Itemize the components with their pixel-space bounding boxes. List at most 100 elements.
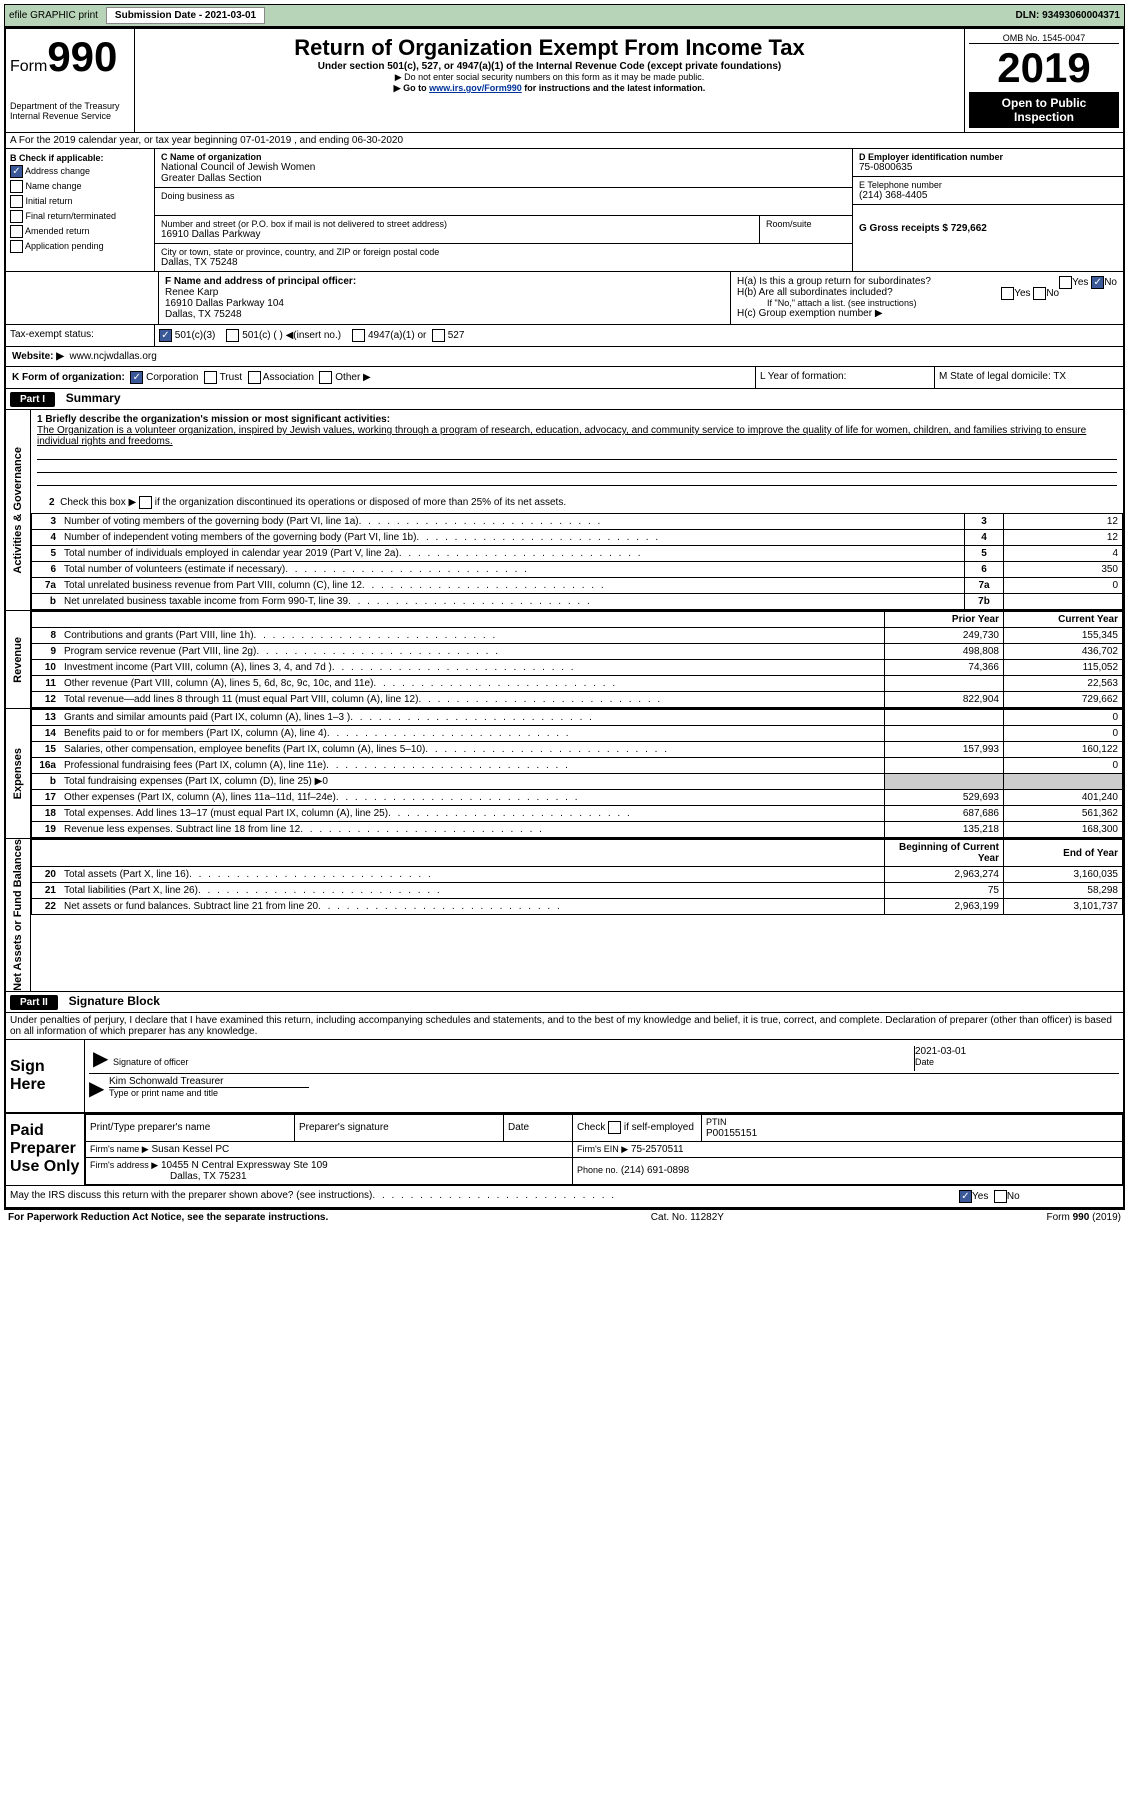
tax-year: 2019 xyxy=(969,44,1119,92)
cb-initial[interactable]: Initial return xyxy=(10,195,150,208)
submission-button[interactable]: Submission Date - 2021-03-01 xyxy=(106,7,265,24)
desc: Other revenue (Part VIII, column (A), li… xyxy=(64,678,373,689)
ln: 6 xyxy=(32,562,61,578)
paid-preparer: Paid Preparer Use Only Print/Type prepar… xyxy=(6,1113,1123,1186)
date-label: Date xyxy=(915,1057,1115,1067)
ln: 21 xyxy=(32,883,61,899)
val: 4 xyxy=(1004,546,1123,562)
curr: 0 xyxy=(1004,710,1123,726)
cb-amended[interactable]: Amended return xyxy=(10,225,150,238)
end: 58,298 xyxy=(1004,883,1123,899)
desc: Total number of volunteers (estimate if … xyxy=(64,564,285,575)
open-inspection: Open to Public Inspection xyxy=(969,92,1119,128)
ln: 8 xyxy=(32,628,61,644)
hb-text: H(b) Are all subordinates included? xyxy=(737,287,893,298)
prep-phone-label: Phone no. xyxy=(577,1165,618,1175)
col-sig: Preparer's signature xyxy=(295,1114,504,1141)
rev-section: Revenue Prior YearCurrent Year 8Contribu… xyxy=(6,611,1123,709)
h-a: H(a) Is this a group return for subordin… xyxy=(737,276,1117,287)
cb-name-change[interactable]: Name change xyxy=(10,180,150,193)
ln: 5 xyxy=(32,546,61,562)
curr: 436,702 xyxy=(1004,644,1123,660)
ln: 18 xyxy=(32,806,61,822)
lbl: 4 xyxy=(965,530,1004,546)
box-d-e-g: D Employer identification number 75-0800… xyxy=(852,149,1123,271)
box-f-label: F Name and address of principal officer: xyxy=(165,276,724,287)
col-current: Current Year xyxy=(1004,612,1123,628)
ln: 15 xyxy=(32,742,61,758)
exp-section: Expenses 13Grants and similar amounts pa… xyxy=(6,709,1123,839)
prior: 687,686 xyxy=(885,806,1004,822)
desc: Salaries, other compensation, employee b… xyxy=(64,744,425,755)
form-subtitle: Under section 501(c), 527, or 4947(a)(1)… xyxy=(141,61,958,72)
ln: 12 xyxy=(32,692,61,708)
col-date: Date xyxy=(504,1114,573,1141)
note-1: ▶ Do not enter social security numbers o… xyxy=(141,72,958,83)
net-table: Beginning of Current YearEnd of Year 20T… xyxy=(31,839,1123,915)
col-end: End of Year xyxy=(1004,840,1123,867)
desc: Total assets (Part X, line 16) xyxy=(64,869,189,880)
officer-name: Renee Karp xyxy=(165,287,724,298)
ln: 14 xyxy=(32,726,61,742)
cb-address-change[interactable]: ✓ Address change xyxy=(10,165,150,178)
desc: Professional fundraising fees (Part IX, … xyxy=(64,760,326,771)
phone-label: E Telephone number xyxy=(859,180,1117,190)
opt-501c3: 501(c)(3) xyxy=(175,330,216,341)
desc: Total liabilities (Part X, line 26) xyxy=(64,885,198,896)
ein-value: 75-0800635 xyxy=(859,162,1117,173)
curr: 401,240 xyxy=(1004,790,1123,806)
curr: 22,563 xyxy=(1004,676,1123,692)
website-value: www.ncjwdallas.org xyxy=(70,351,157,362)
entity-block: B Check if applicable: ✓ Address change … xyxy=(6,149,1123,272)
opt-527: 527 xyxy=(448,330,465,341)
form-header: Form990 Department of the Treasury Inter… xyxy=(6,29,1123,133)
ln: b xyxy=(32,774,61,790)
cb-label: Address change xyxy=(25,166,90,176)
firm-ein-label: Firm's EIN ▶ xyxy=(577,1144,628,1154)
cb-final[interactable]: Final return/terminated xyxy=(10,210,150,223)
k-trust: Trust xyxy=(220,372,242,383)
website-label: Website: ▶ xyxy=(12,351,64,362)
val: 350 xyxy=(1004,562,1123,578)
org-name: National Council of Jewish Women Greater… xyxy=(161,162,846,184)
part2-header: Part II Signature Block xyxy=(6,992,1123,1013)
curr: 561,362 xyxy=(1004,806,1123,822)
prior xyxy=(885,774,1004,790)
footer-mid: Cat. No. 11282Y xyxy=(651,1212,724,1223)
omb-label: OMB No. 1545-0047 xyxy=(969,33,1119,44)
opt-501c: 501(c) ( ) ◀(insert no.) xyxy=(242,330,341,341)
efile-label: efile GRAPHIC print xyxy=(9,10,98,21)
prior xyxy=(885,758,1004,774)
prior: 249,730 xyxy=(885,628,1004,644)
sig-officer-label: Signature of officer xyxy=(113,1057,914,1067)
desc: Investment income (Part VIII, column (A)… xyxy=(64,662,332,673)
prior xyxy=(885,726,1004,742)
officer-addr: 16910 Dallas Parkway 104 Dallas, TX 7524… xyxy=(165,298,724,320)
desc: Total unrelated business revenue from Pa… xyxy=(64,580,362,591)
website-row: Website: ▶ www.ncjwdallas.org xyxy=(6,347,1123,367)
note2-post: for instructions and the latest informat… xyxy=(522,83,706,93)
cb-pending[interactable]: Application pending xyxy=(10,240,150,253)
form-word: Form xyxy=(10,58,47,75)
opt-4947: 4947(a)(1) or xyxy=(368,330,426,341)
ln: 13 xyxy=(32,710,61,726)
ln: 9 xyxy=(32,644,61,660)
box-b: B Check if applicable: ✓ Address change … xyxy=(6,149,155,271)
instructions-link[interactable]: www.irs.gov/Form990 xyxy=(429,83,522,93)
phone-value: (214) 368-4405 xyxy=(859,190,1117,201)
desc: Number of voting members of the governin… xyxy=(64,516,359,527)
taxexempt-label: Tax-exempt status: xyxy=(6,325,155,346)
prior: 74,366 xyxy=(885,660,1004,676)
ln: 3 xyxy=(32,514,61,530)
ln: 22 xyxy=(32,899,61,915)
room-label: Room/suite xyxy=(766,219,846,229)
desc: Number of independent voting members of … xyxy=(64,532,416,543)
discuss-text: May the IRS discuss this return with the… xyxy=(10,1190,372,1203)
row-f-h: F Name and address of principal officer:… xyxy=(6,272,1123,325)
h-c: H(c) Group exemption number ▶ xyxy=(737,308,1117,319)
dept-label: Department of the Treasury Internal Reve… xyxy=(10,101,130,121)
ln: 17 xyxy=(32,790,61,806)
part1-title: Summary xyxy=(58,391,121,405)
paid-label: Paid Preparer Use Only xyxy=(6,1114,85,1185)
begin: 2,963,199 xyxy=(885,899,1004,915)
